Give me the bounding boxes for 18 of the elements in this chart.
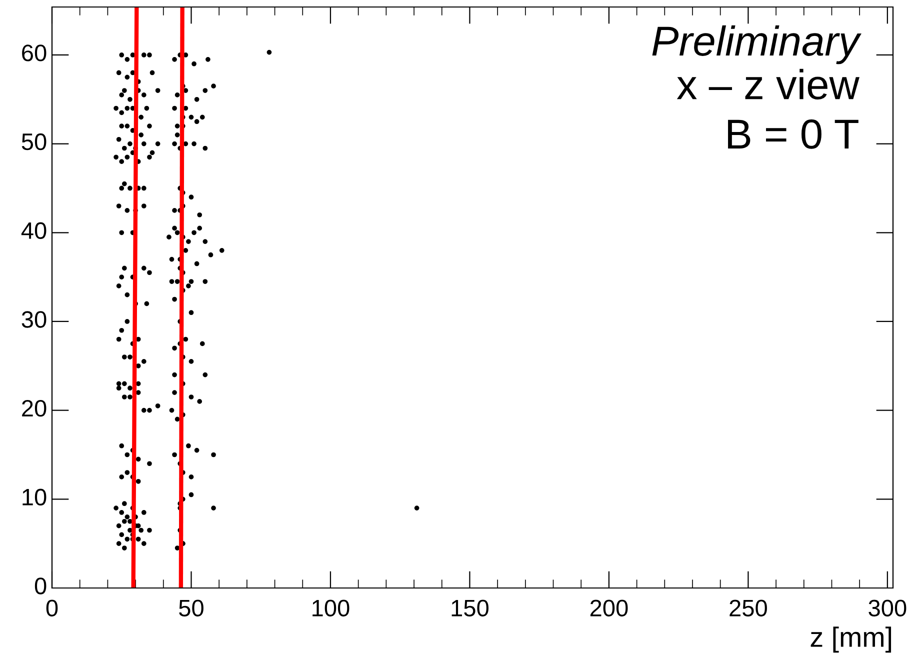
y-tick-label: 30 [22, 311, 46, 328]
y-tick-label: 20 [22, 400, 46, 417]
annotation: Preliminary [652, 25, 862, 64]
annotation: x – z view [676, 68, 860, 100]
x-tick-label: 300 [868, 600, 906, 616]
annotation: B = 0 T [728, 119, 858, 149]
x-tick-label: 100 [312, 600, 350, 616]
y-tick-label: 0 [34, 578, 46, 594]
y-tick-label: 10 [22, 488, 46, 506]
x-axis-title: z [mm] [810, 626, 892, 653]
x-tick-label: 150 [452, 600, 488, 616]
y-tick-label: 50 [22, 133, 46, 150]
x-tick-label: 250 [730, 600, 767, 616]
x-tick-label: 50 [179, 600, 204, 616]
x-tick-label: 200 [590, 600, 628, 616]
y-tick-label: 60 [22, 44, 46, 62]
y-tick-label: 40 [21, 222, 46, 239]
x-tick-label: 0 [46, 600, 58, 616]
